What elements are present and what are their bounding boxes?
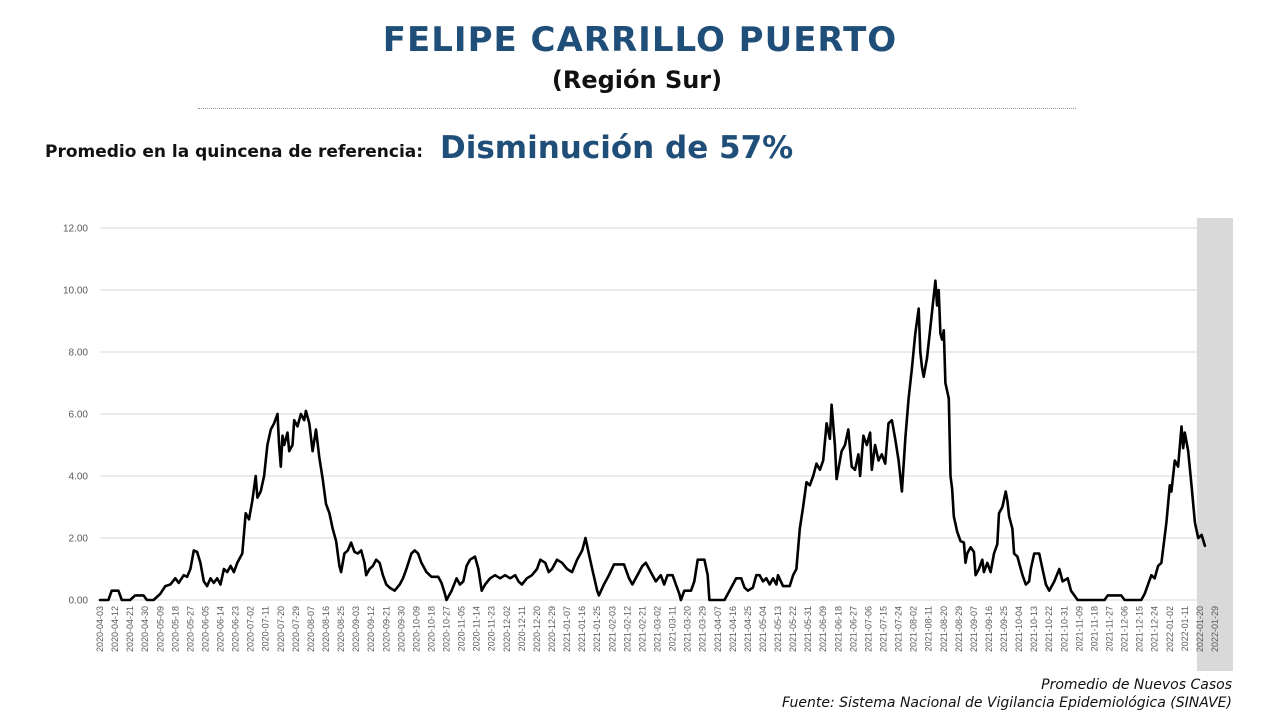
x-tick-label: 2020-11-05 <box>457 606 467 651</box>
y-tick-label: 4.00 <box>69 472 89 483</box>
x-tick-label: 2022-01-29 <box>1210 606 1220 652</box>
x-tick-label: 2021-11-09 <box>1074 606 1084 651</box>
x-tick-label: 2020-04-21 <box>125 606 135 652</box>
x-tick-label: 2020-11-14 <box>472 606 482 651</box>
x-tick-label: 2020-12-11 <box>517 606 527 651</box>
x-tick-label: 2020-09-03 <box>351 606 361 652</box>
x-tick-label: 2021-06-27 <box>848 606 858 652</box>
y-tick-label: 2.00 <box>69 534 89 545</box>
x-tick-label: 2021-04-07 <box>713 606 723 652</box>
x-tick-label: 2020-07-02 <box>246 606 256 652</box>
x-tick-label: 2021-02-03 <box>607 606 617 652</box>
x-tick-label: 2020-06-23 <box>231 606 241 652</box>
x-tick-label: 2021-09-25 <box>999 606 1009 652</box>
reference-value: Disminución de 57% <box>440 130 794 166</box>
x-tick-label: 2022-01-02 <box>1165 606 1175 652</box>
x-tick-label: 2021-10-22 <box>1044 606 1054 652</box>
x-tick-label: 2022-01-11 <box>1180 606 1190 651</box>
x-tick-label: 2020-12-20 <box>532 606 542 652</box>
x-tick-label: 2021-08-02 <box>909 606 919 652</box>
x-tick-label: 2021-05-04 <box>758 606 768 652</box>
x-tick-label: 2021-08-20 <box>939 606 949 652</box>
x-tick-label: 2020-09-12 <box>366 606 376 652</box>
x-tick-label: 2020-12-29 <box>547 606 557 652</box>
x-tick-label: 2021-05-31 <box>803 606 813 652</box>
series-caption: Promedio de Nuevos Casos <box>1041 677 1232 693</box>
x-tick-label: 2021-07-06 <box>863 606 873 652</box>
y-tick-label: 6.00 <box>69 410 89 421</box>
x-tick-label: 2020-06-14 <box>216 606 226 652</box>
x-tick-label: 2020-06-05 <box>200 606 210 652</box>
x-tick-label: 2020-04-12 <box>110 606 120 652</box>
x-tick-label: 2021-10-13 <box>1029 606 1039 652</box>
cases-line-chart: 0.00 2.00 4.00 6.00 8.00 10.00 12.00 2020-04-0… <box>63 218 1233 671</box>
x-tick-label: 2021-08-11 <box>924 606 934 651</box>
source-caption: Fuente: Sistema Nacional de Vigilancia E… <box>782 695 1232 711</box>
series-line <box>98 279 1207 602</box>
x-tick-label: 2020-08-16 <box>321 606 331 652</box>
page-title: FELIPE CARRILLO PUERTO <box>382 20 898 60</box>
y-tick-label: 8.00 <box>69 348 89 359</box>
x-tick-label: 2021-07-15 <box>878 606 888 652</box>
x-tick-label: 2020-05-18 <box>170 606 180 652</box>
title-divider <box>198 108 1076 109</box>
x-tick-label: 2020-08-07 <box>306 606 316 652</box>
reference-label: Promedio en la quincena de referencia: <box>45 142 424 162</box>
x-tick-label: 2020-05-27 <box>185 606 195 652</box>
x-tick-label: 2020-07-20 <box>276 606 286 652</box>
x-tick-label: 2020-10-18 <box>426 606 436 652</box>
x-tick-label: 2021-09-16 <box>984 606 994 652</box>
x-tick-label: 2021-03-02 <box>652 606 662 652</box>
x-tick-label: 2021-06-09 <box>818 606 828 652</box>
y-tick-label: 0.00 <box>69 596 89 607</box>
x-tick-label: 2020-09-30 <box>396 606 406 652</box>
y-tick-label: 12.00 <box>63 224 88 235</box>
x-tick-label: 2020-11-23 <box>487 606 497 651</box>
x-tick-label: 2020-04-30 <box>140 606 150 652</box>
x-tick-label: 2021-01-07 <box>562 606 572 652</box>
x-tick-label: 2020-10-27 <box>442 606 452 652</box>
x-tick-label: 2021-07-24 <box>894 606 904 652</box>
x-tick-label: 2021-01-16 <box>577 606 587 652</box>
x-tick-label: 2020-04-03 <box>95 606 105 652</box>
x-tick-label: 2021-12-06 <box>1120 606 1130 652</box>
x-tick-label: 2020-09-21 <box>381 606 391 652</box>
x-tick-label: 2021-03-11 <box>668 606 678 651</box>
x-tick-label: 2021-12-15 <box>1135 606 1145 652</box>
x-tick-label: 2020-08-25 <box>336 606 346 652</box>
x-tick-label: 2021-11-27 <box>1105 606 1115 651</box>
x-tick-label: 2021-01-25 <box>592 606 602 652</box>
x-tick-label: 2021-06-18 <box>833 606 843 652</box>
x-tick-label: 2021-10-31 <box>1059 606 1069 652</box>
y-tick-label: 10.00 <box>63 286 88 297</box>
x-tick-label: 2020-12-02 <box>502 606 512 652</box>
page-subtitle: (Región Sur) <box>551 66 723 94</box>
x-tick-label: 2020-05-09 <box>155 606 165 652</box>
x-tick-label: 2021-04-25 <box>743 606 753 652</box>
x-tick-label: 2020-10-09 <box>411 606 421 652</box>
x-tick-label: 2020-07-11 <box>261 606 271 651</box>
x-tick-label: 2021-04-16 <box>728 606 738 652</box>
x-tick-label: 2021-05-13 <box>773 606 783 652</box>
x-tick-label: 2022-01-20 <box>1195 606 1205 652</box>
x-tick-label: 2021-02-12 <box>622 606 632 652</box>
x-tick-label: 2021-08-29 <box>954 606 964 652</box>
x-tick-label: 2021-03-29 <box>698 606 708 652</box>
highlight-band <box>1196 218 1233 671</box>
x-tick-label: 2021-03-20 <box>683 606 693 652</box>
x-tick-label: 2021-05-22 <box>788 606 798 652</box>
x-tick-label: 2021-02-21 <box>637 606 647 652</box>
x-tick-label: 2020-07-29 <box>291 606 301 652</box>
x-tick-label: 2021-10-04 <box>1014 606 1024 652</box>
x-tick-label: 2021-12-24 <box>1150 606 1160 652</box>
x-tick-label: 2021-11-18 <box>1089 606 1099 651</box>
x-tick-label: 2021-09-07 <box>969 606 979 652</box>
